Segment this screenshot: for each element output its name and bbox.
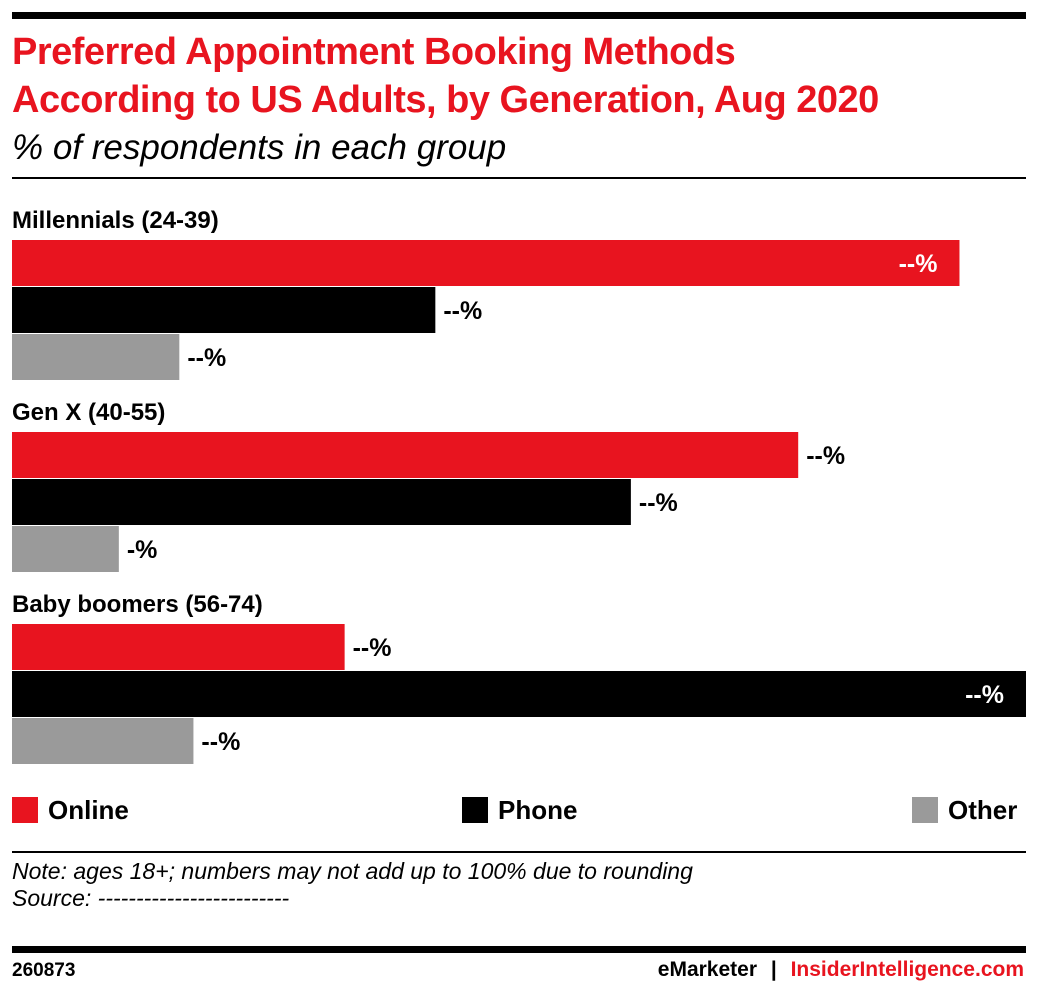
- bar-phone: [12, 671, 1026, 717]
- bar-phone: [12, 287, 436, 333]
- legend-swatch-online: [12, 797, 38, 823]
- legend-divider: [12, 851, 1026, 853]
- data-label-other: --%: [201, 728, 240, 756]
- category-label: Gen X (40-55): [12, 399, 165, 426]
- data-label-other: --%: [187, 344, 226, 372]
- brand-insider-intelligence: InsiderIntelligence.com: [790, 958, 1024, 981]
- data-label-phone: --%: [639, 489, 678, 517]
- category-label: Millennials (24-39): [12, 207, 219, 234]
- legend-item-online: Online: [12, 794, 129, 826]
- bar-online: [12, 432, 799, 478]
- chart-title: Preferred Appointment Booking Methods Ac…: [12, 28, 1022, 124]
- bar-online: [12, 624, 345, 670]
- chart-subtitle: % of respondents in each group: [12, 128, 507, 167]
- title-line-2: According to US Adults, by Generation, A…: [12, 79, 879, 121]
- bar-other: [12, 334, 180, 380]
- chart-id: 260873: [12, 960, 76, 981]
- top-rule: [12, 12, 1026, 19]
- data-label-online: --%: [899, 250, 938, 278]
- source-text: Source: -------------------------: [12, 885, 290, 911]
- legend-label-online: Online: [48, 794, 129, 825]
- bar-online: [12, 240, 960, 286]
- legend-label-other: Other: [948, 794, 1018, 825]
- legend-item-phone: Phone: [462, 794, 577, 826]
- legend-label-phone: Phone: [498, 794, 578, 825]
- header-divider: [12, 177, 1026, 179]
- notes: Note: ages 18+; numbers may not add up t…: [12, 858, 693, 912]
- legend-swatch-other: [912, 797, 938, 823]
- bar-other: [12, 718, 194, 764]
- legend-item-other: Other: [912, 794, 1017, 826]
- data-label-phone: --%: [443, 297, 482, 325]
- data-label-other: -%: [127, 536, 158, 564]
- data-label-online: --%: [353, 634, 392, 662]
- category-label: Baby boomers (56-74): [12, 591, 263, 618]
- data-label-phone: --%: [965, 681, 1004, 709]
- brand-separator: |: [770, 958, 777, 981]
- bottom-rule: [12, 946, 1026, 953]
- legend-swatch-phone: [462, 797, 488, 823]
- footer-brand: eMarketer | InsiderIntelligence.com: [658, 958, 1024, 982]
- bar-other: [12, 526, 119, 572]
- bar-chart: Millennials (24-39) --% --% --% Gen X (40-55…: [12, 207, 1026, 764]
- brand-emarketer: eMarketer: [657, 958, 758, 981]
- note-text: Note: ages 18+; numbers may not add up t…: [12, 858, 693, 884]
- data-label-online: --%: [806, 442, 845, 470]
- title-line-1: Preferred Appointment Booking Methods: [12, 31, 736, 73]
- bar-phone: [12, 479, 631, 525]
